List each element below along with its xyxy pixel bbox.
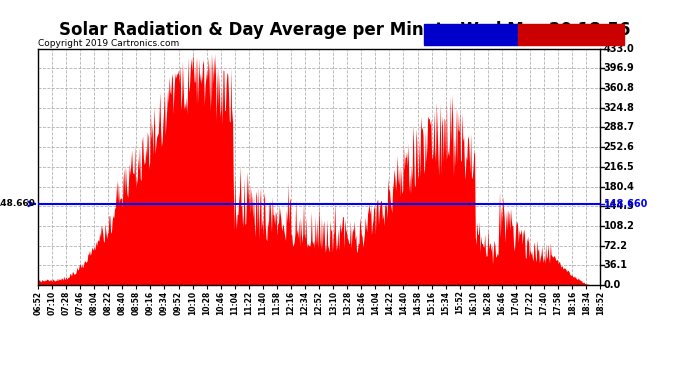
Text: 216.5: 216.5 xyxy=(604,162,635,172)
Text: 324.8: 324.8 xyxy=(604,103,635,113)
Text: 252.6: 252.6 xyxy=(604,142,635,152)
Text: 148.660: 148.660 xyxy=(0,200,34,208)
Text: 108.2: 108.2 xyxy=(604,221,635,231)
Text: Median (w/m2): Median (w/m2) xyxy=(428,30,504,39)
Text: 0.0: 0.0 xyxy=(604,280,621,290)
Text: 433.0: 433.0 xyxy=(604,44,635,54)
Text: 360.8: 360.8 xyxy=(604,83,635,93)
Text: Copyright 2019 Cartronics.com: Copyright 2019 Cartronics.com xyxy=(38,39,179,48)
Text: 72.2: 72.2 xyxy=(604,241,628,250)
Text: 148.660: 148.660 xyxy=(604,199,648,209)
Text: 396.9: 396.9 xyxy=(604,63,635,74)
Text: Radiation (w/m2): Radiation (w/m2) xyxy=(521,30,609,39)
Text: 36.1: 36.1 xyxy=(604,260,628,270)
Text: 288.7: 288.7 xyxy=(604,123,635,132)
Text: 144.3: 144.3 xyxy=(604,201,635,211)
Text: Solar Radiation & Day Average per Minute Wed Mar 20 18:56: Solar Radiation & Day Average per Minute… xyxy=(59,21,631,39)
Text: 180.4: 180.4 xyxy=(604,182,635,192)
